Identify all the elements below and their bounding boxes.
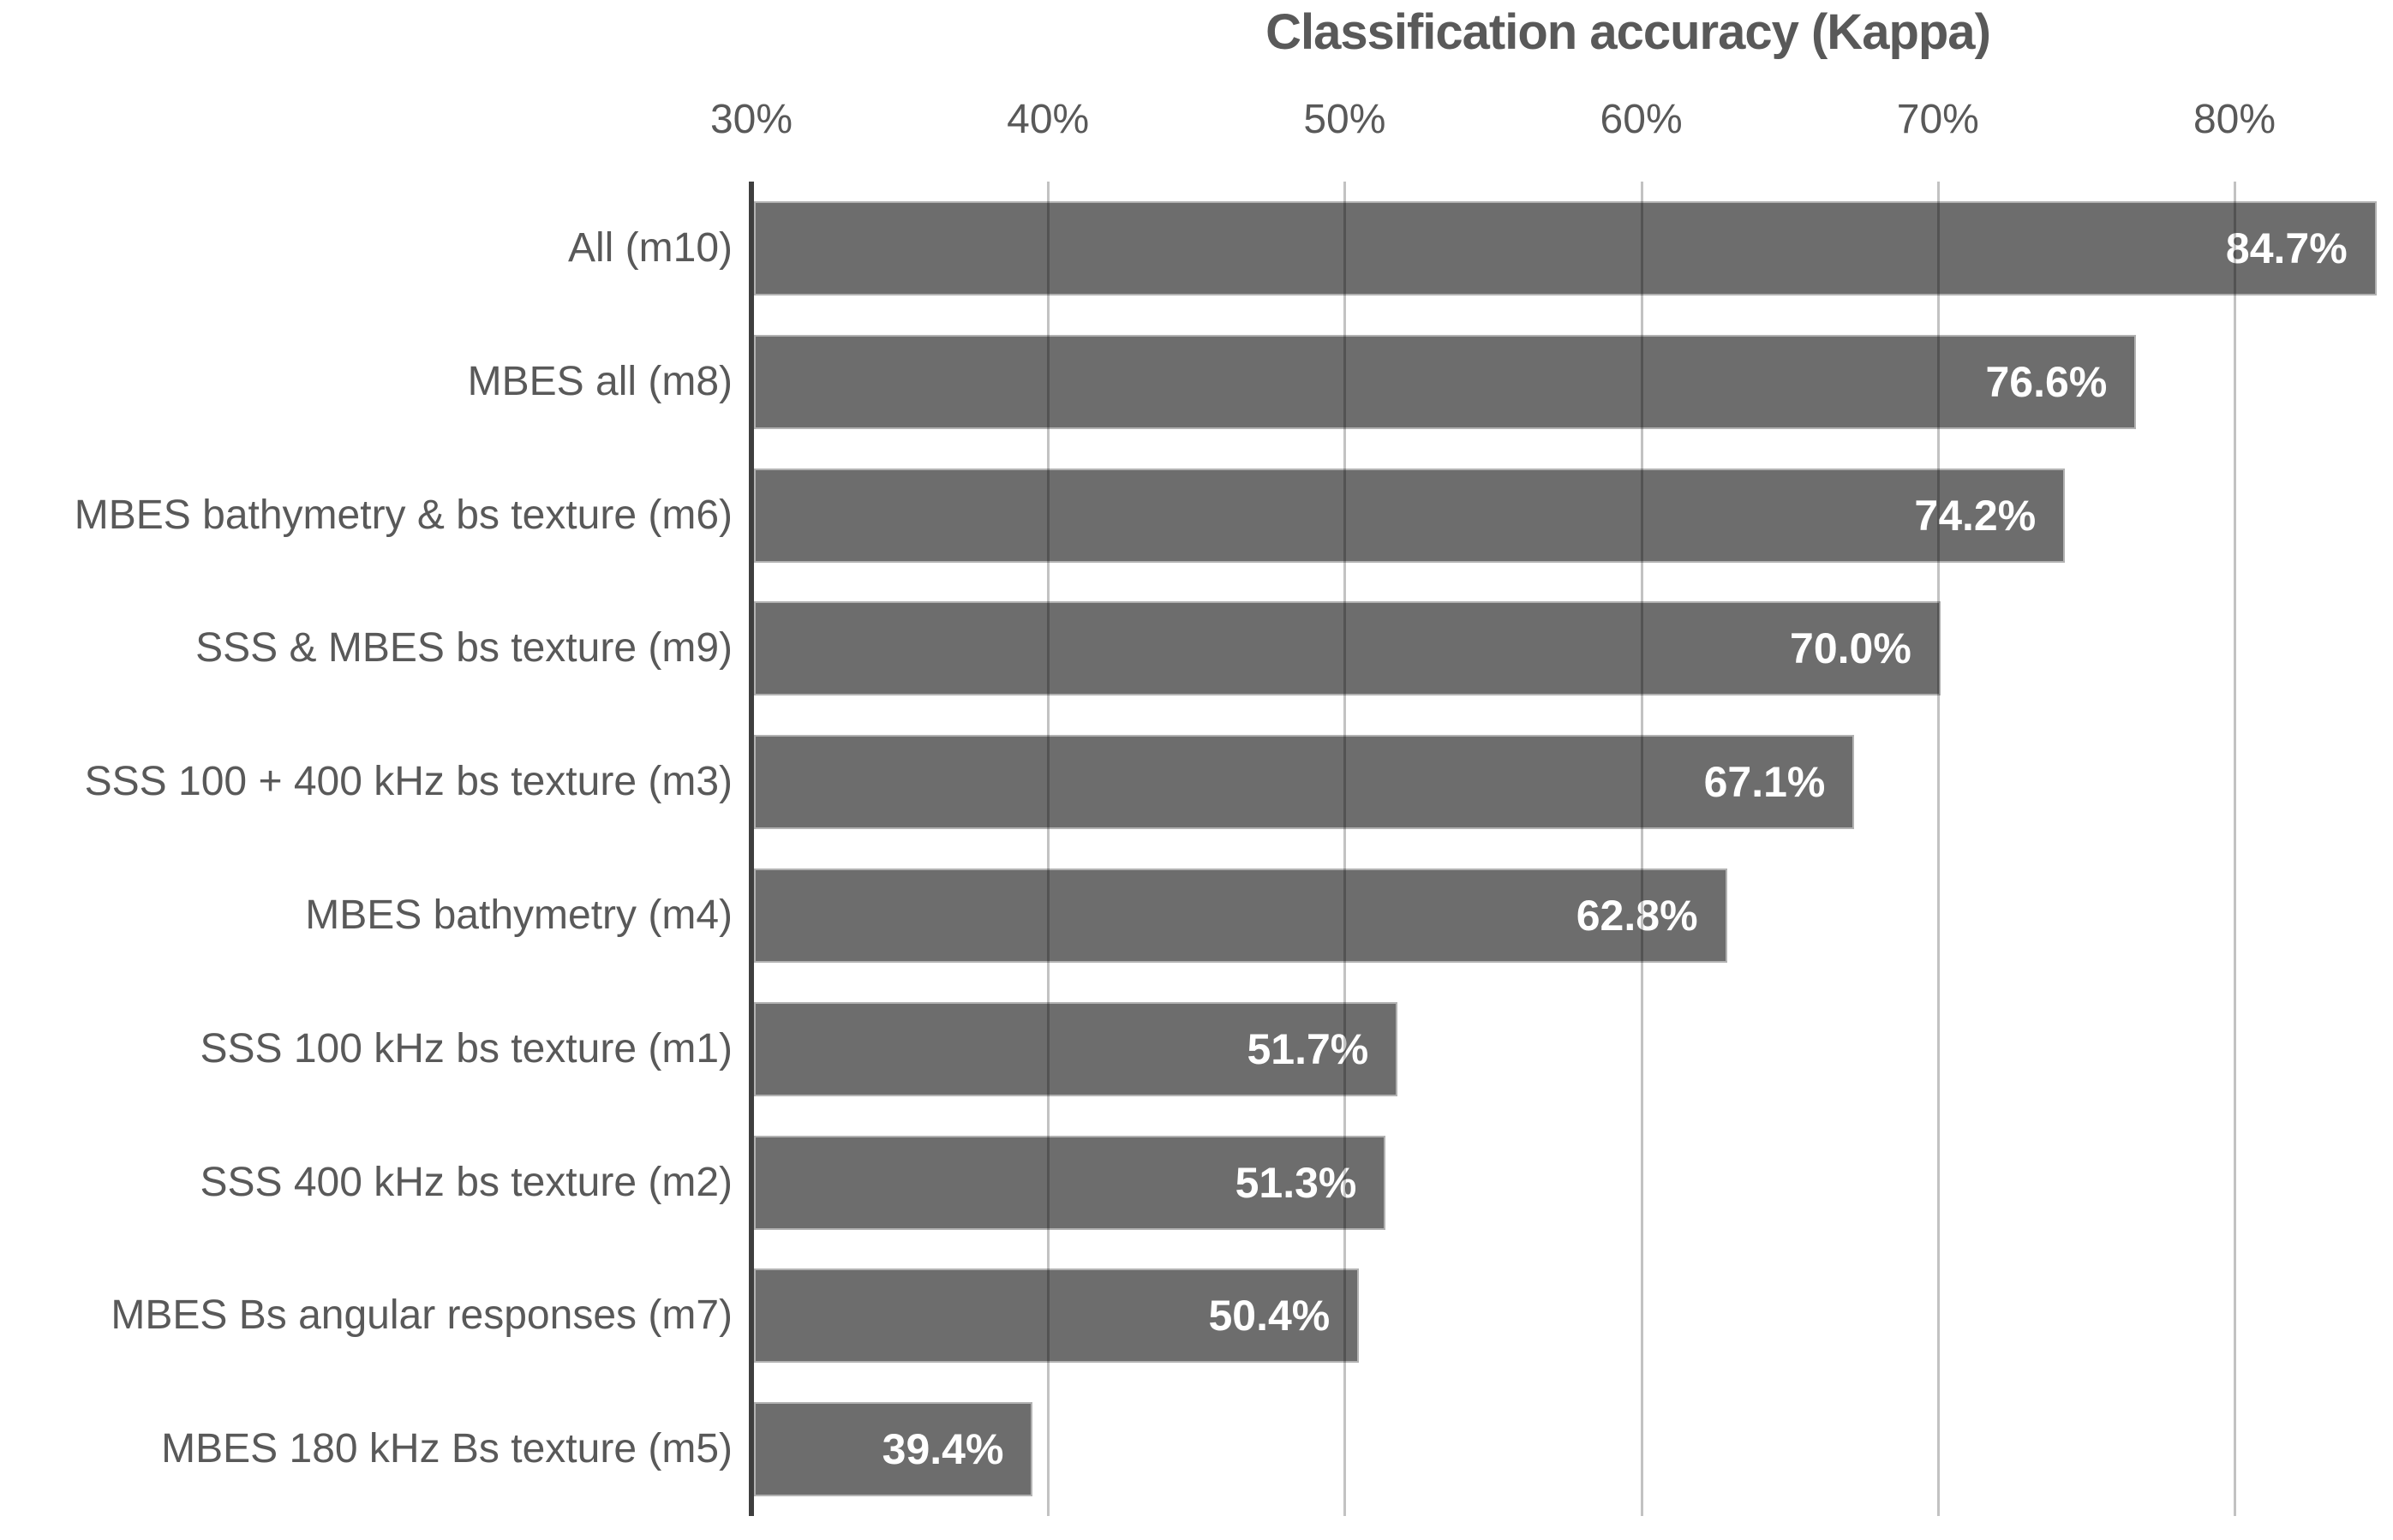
category-label: MBES 180 kHz Bs texture (m5) <box>161 1426 733 1472</box>
gridline <box>1047 182 1050 1516</box>
bar-value-label: 76.6% <box>1985 357 2108 406</box>
bar: 76.6% <box>754 334 2137 429</box>
category-label: MBES bathymetry & bs texture (m6) <box>74 492 733 538</box>
x-axis-tick-label: 50% <box>1303 97 1386 142</box>
bar: 74.2% <box>754 468 2066 563</box>
bar: 51.3% <box>754 1135 1386 1230</box>
bar-value-label: 62.8% <box>1576 891 1698 940</box>
bar-value-label: 50.4% <box>1208 1292 1331 1340</box>
bar-value-label: 74.2% <box>1914 491 2037 540</box>
bar-value-label: 39.4% <box>882 1425 1004 1474</box>
category-label: All (m10) <box>567 224 733 271</box>
bar-value-label: 84.7% <box>2225 224 2348 272</box>
category-label: SSS 100 kHz bs texture (m1) <box>200 1025 733 1071</box>
bar: 84.7% <box>754 200 2377 295</box>
bar-value-label: 70.0% <box>1790 624 1911 673</box>
category-label: MBES Bs angular responses (m7) <box>111 1292 733 1339</box>
bar-value-label: 51.7% <box>1247 1024 1369 1073</box>
bar: 51.7% <box>754 1001 1398 1096</box>
x-axis-tick-label: 40% <box>1007 97 1090 142</box>
x-axis-tick-label: 30% <box>709 97 793 142</box>
category-label: SSS 100 + 400 kHz bs texture (m3) <box>84 759 733 805</box>
bar-value-label: 51.3% <box>1235 1158 1357 1207</box>
x-axis-tick-label: 80% <box>2193 97 2276 142</box>
x-axis-tick-label: 70% <box>1896 97 1979 142</box>
bar: 67.1% <box>754 735 1855 830</box>
bar: 39.4% <box>754 1402 1033 1497</box>
category-label: SSS 400 kHz bs texture (m2) <box>200 1159 733 1205</box>
gridline <box>1936 182 1940 1516</box>
y-axis-line <box>749 182 754 1516</box>
chart-title: Classification accuracy (Kappa) <box>1265 4 1991 60</box>
x-axis-tick-label: 60% <box>1600 97 1683 142</box>
gridline <box>1640 182 1643 1516</box>
gridline <box>2234 182 2236 1516</box>
bar: 70.0% <box>754 601 1941 696</box>
bar-value-label: 67.1% <box>1703 758 1826 807</box>
bar: 62.8% <box>754 868 1727 963</box>
category-label: SSS & MBES bs texture (m9) <box>195 625 733 672</box>
gridline <box>1343 182 1347 1516</box>
category-label: MBES all (m8) <box>467 358 733 404</box>
bar: 50.4% <box>754 1268 1360 1364</box>
category-label: MBES bathymetry (m4) <box>305 892 733 938</box>
